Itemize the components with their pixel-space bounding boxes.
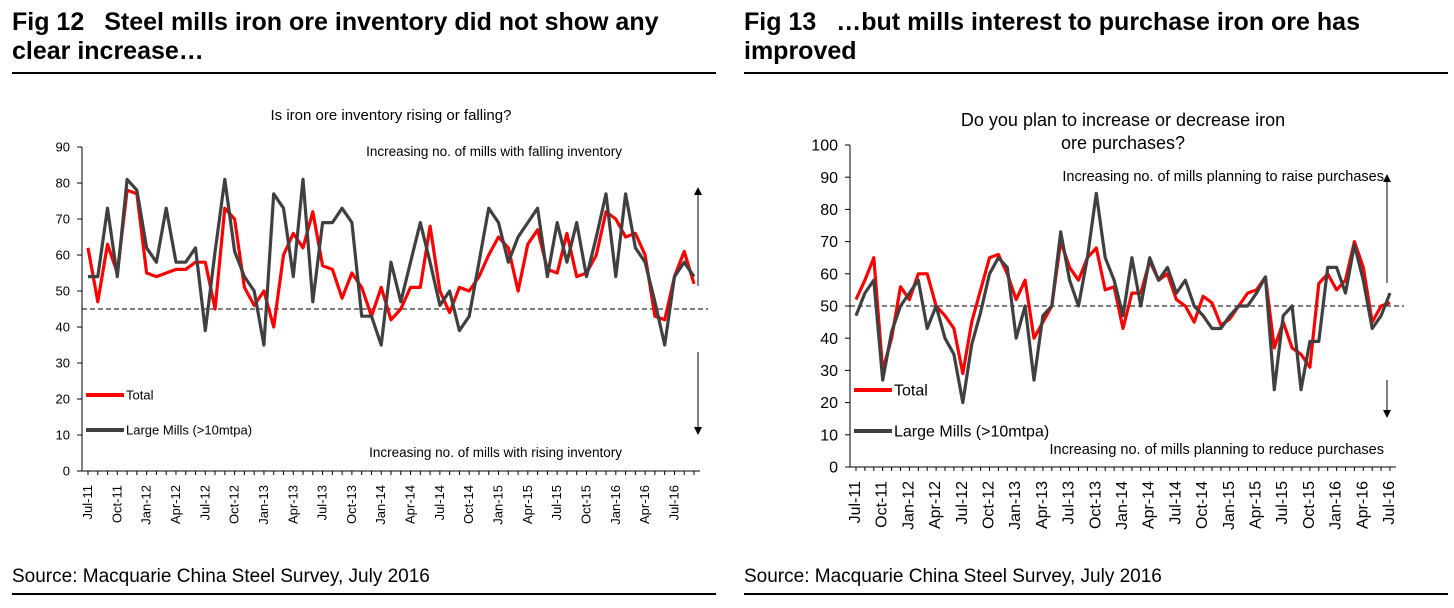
x-tick-label: Jul-11 xyxy=(80,485,95,519)
y-tick-label: 50 xyxy=(820,299,838,316)
y-tick-label: 70 xyxy=(820,234,838,251)
y-tick-label: 50 xyxy=(56,284,70,299)
chart-title: ore purchases? xyxy=(1061,133,1185,153)
x-tick-label: Oct-11 xyxy=(874,481,891,528)
x-tick-label: Apr-12 xyxy=(927,481,944,529)
x-tick-label: Apr-15 xyxy=(1248,481,1265,529)
chart-title: Is iron ore inventory rising or falling? xyxy=(271,107,512,124)
x-tick-label: Apr-16 xyxy=(1354,481,1371,529)
annotation-top: Increasing no. of mills planning to rais… xyxy=(1062,169,1384,185)
figure-13-panel: Fig 13 …but mills interest to purchase ir… xyxy=(744,0,1448,608)
x-tick-label: Oct-12 xyxy=(981,481,998,529)
figure-13-bottom-rule xyxy=(744,593,1448,595)
y-tick-label: 20 xyxy=(56,392,70,407)
annotation-bottom: Increasing no. of mills with rising inve… xyxy=(369,445,622,460)
legend-label: Total xyxy=(126,388,154,403)
figure-13-top-rule xyxy=(744,72,1448,74)
x-tick-label: Jan-13 xyxy=(256,485,271,525)
x-tick-label: Oct-15 xyxy=(578,485,593,524)
x-tick-label: Jul-14 xyxy=(1167,481,1184,525)
x-tick-label: Jul-15 xyxy=(1274,481,1291,525)
y-tick-label: 70 xyxy=(56,212,70,227)
y-tick-label: 40 xyxy=(56,320,70,335)
x-tick-label: Jan-15 xyxy=(1221,481,1238,530)
y-tick-label: 0 xyxy=(829,460,838,477)
series-line-large-mills xyxy=(854,191,1392,405)
x-tick-label: Jan-16 xyxy=(1328,481,1345,530)
figure-13-label: Fig 13 xyxy=(744,8,817,36)
x-tick-label: Jul-16 xyxy=(666,485,681,520)
chart-title: Do you plan to increase or decrease iron xyxy=(961,110,1285,130)
figure-12-top-rule xyxy=(12,72,716,74)
figure-12-source: Source: Macquarie China Steel Survey, Ju… xyxy=(12,566,430,587)
arrow-down-head-icon xyxy=(1383,410,1391,418)
x-tick-label: Jul-12 xyxy=(197,485,212,520)
x-tick-label: Oct-15 xyxy=(1301,481,1318,529)
y-tick-label: 60 xyxy=(56,248,70,263)
figure-12-bottom-rule xyxy=(12,593,716,595)
x-tick-label: Jan-12 xyxy=(900,481,917,530)
series-line-total xyxy=(86,188,696,329)
x-tick-label: Jul-13 xyxy=(315,485,330,520)
y-tick-label: 90 xyxy=(820,170,838,187)
y-tick-label: 100 xyxy=(811,138,838,155)
x-tick-label: Jan-14 xyxy=(1114,481,1131,530)
y-tick-label: 80 xyxy=(820,202,838,219)
figure-12-label: Fig 12 xyxy=(12,8,85,36)
y-tick-label: 30 xyxy=(820,363,838,380)
y-tick-label: 10 xyxy=(820,427,838,444)
x-tick-label: Jul-15 xyxy=(549,485,564,520)
x-tick-label: Jan-13 xyxy=(1007,481,1024,530)
arrow-up-head-icon xyxy=(1383,174,1391,182)
x-tick-label: Apr-16 xyxy=(637,485,652,524)
y-tick-label: 80 xyxy=(56,176,70,191)
figure-12-title-text: Steel mills iron ore inventory did not s… xyxy=(12,8,659,65)
x-tick-label: Oct-12 xyxy=(227,485,242,524)
figure-13-title-text: …but mills interest to purchase iron ore… xyxy=(744,8,1360,65)
annotation-bottom: Increasing no. of mills planning to redu… xyxy=(1050,442,1385,458)
x-tick-label: Apr-13 xyxy=(1034,481,1051,529)
figure-12-title: Fig 12 Steel mills iron ore inventory did… xyxy=(12,8,716,66)
x-tick-label: Apr-14 xyxy=(1141,481,1158,529)
figure-13-source: Source: Macquarie China Steel Survey, Ju… xyxy=(744,566,1162,587)
x-tick-label: Apr-13 xyxy=(285,485,300,524)
y-tick-label: 60 xyxy=(820,266,838,283)
x-tick-label: Apr-12 xyxy=(168,485,183,524)
x-tick-label: Jul-13 xyxy=(1061,481,1078,525)
x-tick-label: Oct-13 xyxy=(1087,481,1104,529)
figure-13-title: Fig 13 …but mills interest to purchase ir… xyxy=(744,8,1448,66)
legend-label: Large Mills (>10mtpa) xyxy=(894,424,1049,441)
legend-label: Total xyxy=(894,383,928,400)
x-tick-label: Jan-15 xyxy=(491,485,506,525)
y-tick-label: 20 xyxy=(820,395,838,412)
figure-12-panel: Fig 12 Steel mills iron ore inventory did… xyxy=(12,0,716,608)
x-tick-label: Oct-14 xyxy=(461,485,476,524)
figure-12-chart: Is iron ore inventory rising or falling?… xyxy=(56,107,708,525)
figure-13-chart: Do you plan to increase or decrease iron… xyxy=(811,110,1404,530)
series-line-total xyxy=(854,240,1391,376)
x-tick-label: Oct-13 xyxy=(344,485,359,524)
x-tick-label: Apr-14 xyxy=(403,485,418,524)
x-tick-label: Jan-16 xyxy=(608,485,623,525)
y-tick-label: 10 xyxy=(56,428,70,443)
x-tick-label: Jul-11 xyxy=(847,481,864,523)
x-tick-label: Oct-11 xyxy=(109,485,124,523)
y-tick-label: 0 xyxy=(63,464,70,479)
x-tick-label: Jul-16 xyxy=(1381,481,1398,525)
y-tick-label: 30 xyxy=(56,356,70,371)
x-tick-label: Jul-14 xyxy=(432,485,447,520)
annotation-top: Increasing no. of mills with falling inv… xyxy=(366,144,622,159)
y-tick-label: 90 xyxy=(56,140,70,155)
arrow-down-head-icon xyxy=(694,427,702,435)
x-tick-label: Jan-14 xyxy=(373,485,388,525)
x-tick-label: Jan-12 xyxy=(139,485,154,525)
legend-label: Large Mills (>10mtpa) xyxy=(126,423,252,438)
x-tick-label: Jul-12 xyxy=(954,481,971,525)
y-tick-label: 40 xyxy=(820,331,838,348)
x-tick-label: Apr-15 xyxy=(520,485,535,524)
x-tick-label: Oct-14 xyxy=(1194,481,1211,529)
arrow-up-head-icon xyxy=(694,187,702,195)
series-line-large-mills xyxy=(88,177,696,347)
